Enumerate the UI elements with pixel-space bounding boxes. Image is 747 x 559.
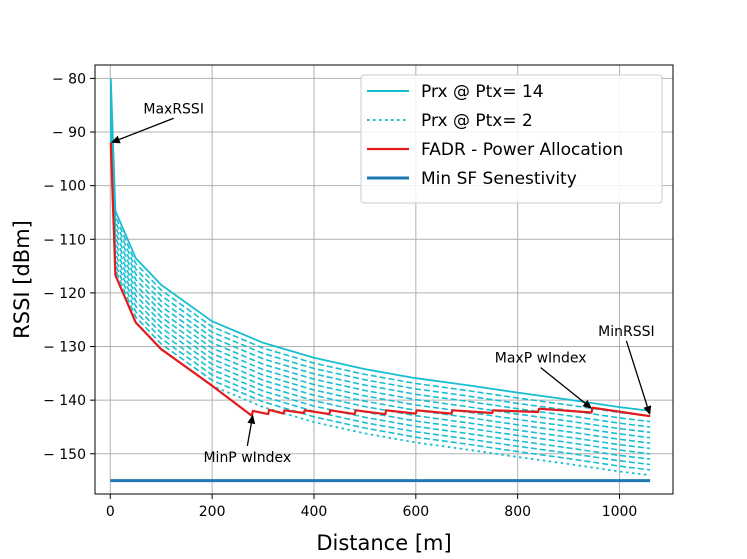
max-rssi-annotation-arrowhead (110, 135, 121, 144)
legend-label-prx-ptx14: Prx @ Ptx= 14 (421, 82, 544, 102)
y-axis-label: RSSI [dBm] (10, 220, 34, 339)
intermediate-power-curve (110, 105, 651, 439)
y-tick-label: − 100 (43, 179, 86, 195)
legend: Prx @ Ptx= 14 Prx @ Ptx= 2 FADR - Power … (360, 74, 663, 204)
y-tick-label: − 130 (43, 340, 86, 356)
plot-frame (94, 64, 674, 495)
x-tick-label: 600 (402, 504, 429, 520)
intermediate-power-curve (110, 110, 651, 444)
series-line-prx-ptx14 (109, 78, 651, 412)
x-tick-label: 200 (199, 504, 226, 520)
legend-label-fadr: FADR - Power Allocation (421, 140, 623, 160)
max-rssi-annotation-arrow (112, 117, 174, 143)
y-tick-label: − 140 (43, 393, 86, 409)
y-tick-label: − 110 (43, 232, 86, 248)
x-tick-label: 0 (106, 504, 115, 520)
intermediate-power-curve (110, 121, 651, 455)
maxp-windex-annotation-label: MaxP wIndex (495, 351, 587, 367)
intermediate-power-curve (110, 99, 651, 434)
x-tick-label: 1000 (602, 504, 638, 520)
x-tick-label: 800 (504, 504, 531, 520)
x-tick-label: 400 (301, 504, 328, 520)
y-tick-label: − 80 (52, 71, 86, 87)
max-rssi-annotation-label: MaxRSSI (143, 101, 204, 117)
min-rssi-annotation-arrowhead (643, 405, 652, 416)
intermediate-power-curve (110, 115, 651, 450)
axis-ticks: 0 200 400 600 800 1000 − 80 − 90 − 100 − 110 − 120… (43, 71, 637, 520)
minp-windex-annotation-label: MinP wIndex (203, 450, 291, 466)
intermediate-power-curve (110, 131, 651, 466)
min-rssi-annotation-arrow (625, 340, 651, 414)
intermediate-power-curve (110, 83, 651, 417)
y-tick-label: − 90 (52, 125, 86, 141)
legend-label-prx-ptx2: Prx @ Ptx= 2 (421, 111, 533, 131)
legend-label-min-sf: Min SF Senestivity (421, 169, 577, 189)
maxp-windex-annotation-arrowhead (582, 399, 593, 409)
legend-box (360, 74, 663, 204)
annotations: MaxRSSI MinRSSI MaxP wIndex MinP wIndex (110, 101, 655, 466)
grid-lines (95, 65, 673, 494)
min-rssi-annotation-label: MinRSSI (598, 324, 654, 340)
series-line-fadr (109, 142, 651, 418)
data-curves (109, 78, 651, 483)
x-axis-label: Distance [m] (316, 531, 451, 555)
minp-windex-annotation-arrowhead (247, 414, 256, 425)
intermediate-power-curve (110, 137, 651, 471)
maxp-windex-annotation-arrow (540, 367, 591, 408)
y-tick-label: − 120 (43, 286, 86, 302)
intermediate-power-curve (110, 94, 651, 428)
y-tick-label: − 150 (43, 447, 86, 463)
